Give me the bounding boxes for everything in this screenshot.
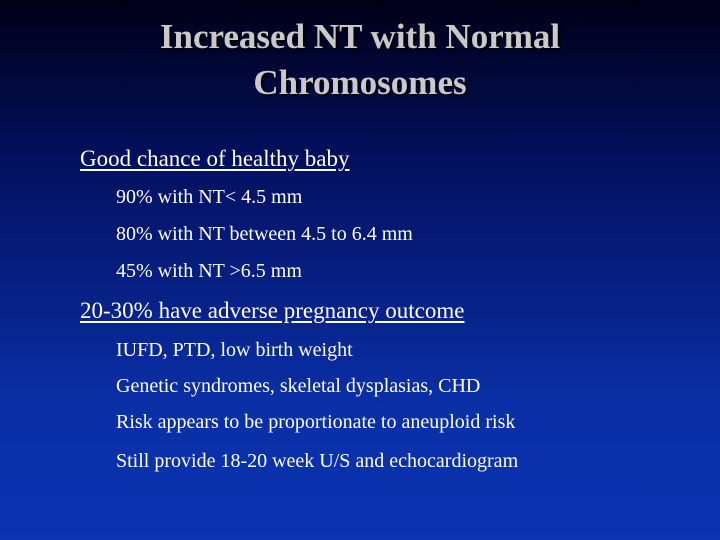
slide-title: Increased NT with Normal Chromosomes <box>40 14 680 106</box>
bullet-item: 90% with NT< 4.5 mm <box>116 186 303 208</box>
section-heading-adverse-outcome: 20-30% have adverse pregnancy outcome <box>80 298 465 323</box>
bullet-item: IUFD, PTD, low birth weight <box>116 339 353 361</box>
bullet-item: Genetic syndromes, skeletal dysplasias, … <box>116 375 481 397</box>
slide-title-line-1: Increased NT with Normal <box>159 17 561 56</box>
bullet-item: 45% with NT >6.5 mm <box>116 260 302 282</box>
section-heading-healthy-baby: Good chance of healthy baby <box>80 146 350 171</box>
bullet-item: Risk appears to be proportionate to aneu… <box>116 411 516 433</box>
bullet-item: Still provide 18-20 week U/S and echocar… <box>116 450 519 472</box>
slide-title-line-2: Chromosomes <box>253 63 467 102</box>
bullet-item: 80% with NT between 4.5 to 6.4 mm <box>116 223 413 245</box>
